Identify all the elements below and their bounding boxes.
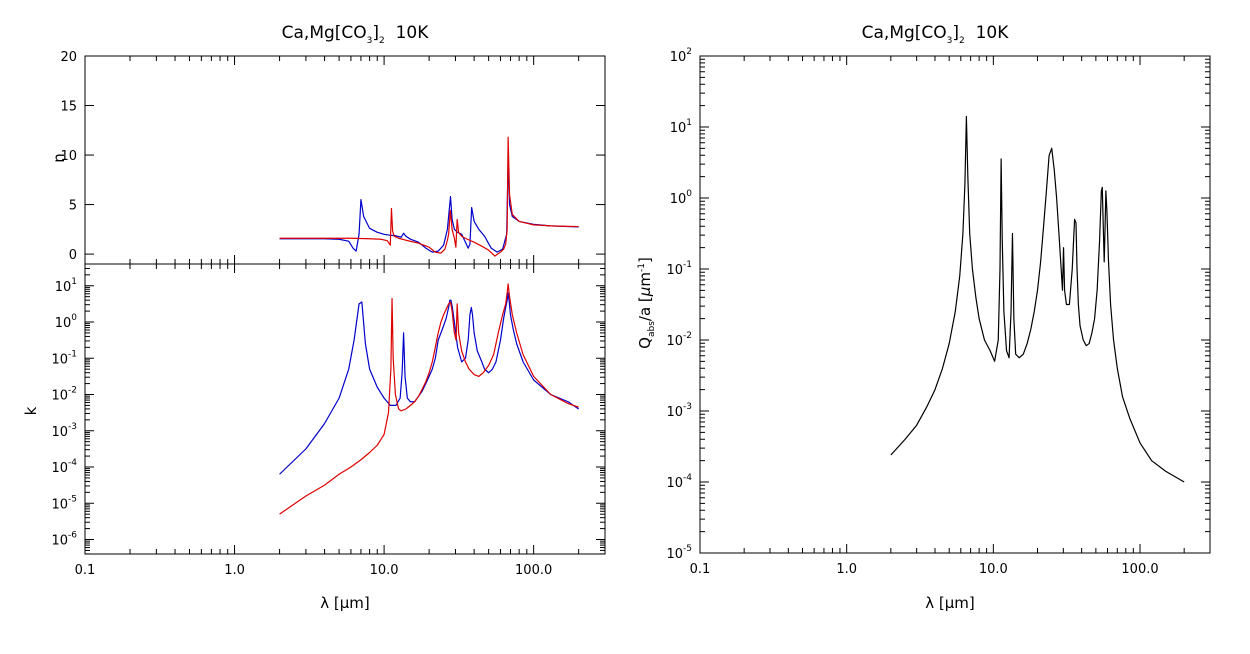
y-tick-label: 5	[69, 199, 77, 214]
panel-k-curves	[279, 283, 580, 515]
y-tick-label: 10-5	[51, 494, 77, 512]
panel-k-y-axis: 101 100 10-1 10-2 10-3 10-4 10-5 10-6	[51, 267, 605, 555]
left-xlabel: λ [μm]	[320, 594, 370, 612]
panel-n-curves	[279, 136, 579, 257]
y-tick-label: 102	[670, 47, 692, 65]
y-tick-label: 10-3	[666, 402, 692, 420]
y-tick-label: 10-3	[51, 422, 77, 440]
y-tick-label: 100	[55, 313, 78, 331]
left-chart-title: Ca,Mg[CO3]2 10K	[282, 23, 430, 46]
x-tick-label: 10.0	[370, 563, 399, 578]
y-tick-label: 10-4	[666, 473, 692, 491]
x-tick-label: 1.0	[836, 562, 857, 577]
y-tick-label: 10	[60, 149, 77, 164]
panel-n-frame	[84, 55, 606, 265]
x-tick-label: 10.0	[979, 562, 1008, 577]
x-tick-label: 0.1	[75, 563, 96, 578]
panel-n-y-axis: 0 5 10 15 20	[60, 50, 605, 263]
x-tick-label: 0.1	[690, 562, 711, 577]
k-series-1-line	[279, 283, 579, 515]
y-tick-label: 10-1	[51, 349, 77, 367]
right-chart: Ca,Mg[CO3]2 10K 102 101 100 10-1 10-2 10-3 10-…	[636, 23, 1211, 612]
y-tick-label: 10-4	[51, 458, 77, 476]
right-curves	[890, 115, 1185, 483]
panel-k-x-axis: 0.1 1.0 10.0 100.0	[75, 264, 606, 578]
right-ylabel: Qabs/a [μm-1]	[636, 257, 657, 349]
right-xlabel: λ [μm]	[925, 594, 975, 612]
right-y-axis: 102 101 100 10-1 10-2 10-3 10-4 10-5	[666, 47, 1210, 562]
y-tick-label: 10-1	[666, 260, 692, 278]
left-chart: Ca,Mg[CO3]2 10K 0 5 10 15 20 n 101 100 10-1 10-…	[22, 23, 606, 612]
panel-k-ylabel: k	[22, 406, 40, 415]
panel-k: 101 100 10-1 10-2 10-3 10-4 10-5 10-6 0.1 1.0 10.…	[22, 263, 606, 578]
x-tick-label: 1.0	[224, 563, 245, 578]
panel-n-ylabel: n	[50, 153, 68, 163]
y-tick-label: 101	[55, 277, 77, 295]
x-tick-label: 100.0	[515, 563, 552, 578]
right-x-axis: 0.1 1.0 10.0 100.0	[690, 56, 1211, 577]
y-tick-label: 101	[670, 118, 692, 136]
right-chart-title: Ca,Mg[CO3]2 10K	[862, 23, 1010, 46]
k-series-0-line	[279, 292, 580, 475]
y-tick-label: 10-2	[51, 386, 77, 404]
y-tick-label: 15	[60, 100, 77, 115]
right-frame	[699, 55, 1211, 554]
y-tick-label: 20	[60, 50, 77, 65]
y-tick-label: 10-6	[51, 531, 77, 549]
panel-n: 0 5 10 15 20 n	[50, 50, 606, 265]
y-tick-label: 10-2	[666, 331, 692, 349]
n-series-1-line	[279, 136, 579, 257]
y-tick-label: 100	[670, 189, 693, 207]
x-tick-label: 100.0	[1121, 562, 1158, 577]
panel-n-x-axis	[84, 56, 606, 264]
y-tick-label: 10-5	[666, 544, 692, 562]
qabs-series-0-line	[890, 115, 1185, 483]
y-tick-label: 0	[69, 248, 77, 263]
panel-k-frame	[84, 263, 606, 555]
